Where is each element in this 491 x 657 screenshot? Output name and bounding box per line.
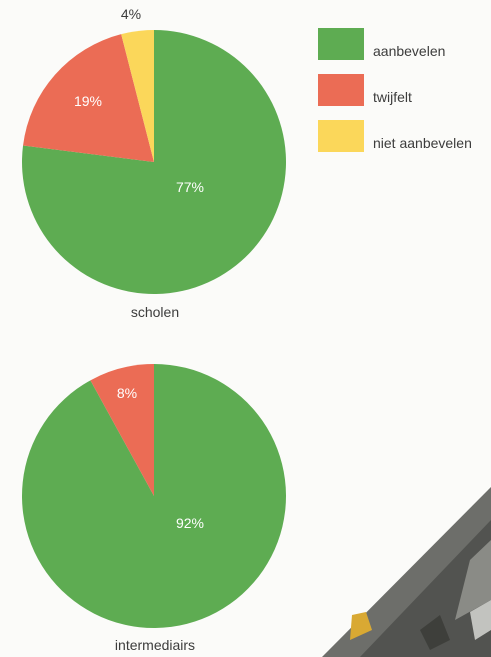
pie-slice-aanbevelen	[22, 364, 287, 628]
pie-slice-aanbevelen	[22, 30, 286, 294]
legend-swatch-red	[318, 74, 364, 106]
pie-data-label: 19%	[74, 93, 102, 109]
pie-data-label: 77%	[176, 179, 204, 195]
pie-chart-intermediairs: 92% 8%	[22, 364, 287, 628]
legend-swatch-yellow	[318, 120, 364, 152]
chart-title-intermediairs: intermediairs	[114, 637, 196, 653]
photo-corner-image	[322, 487, 491, 657]
pie-slice-twijfelt	[23, 34, 154, 163]
pie-slice-twijfelt	[90, 364, 154, 496]
pie-chart-scholen: 77% 19% 4%	[22, 6, 286, 294]
legend-label: aanbevelen	[373, 43, 446, 59]
legend-swatch-green	[318, 28, 364, 60]
pie-data-label: 4%	[121, 6, 141, 22]
legend-label: niet aanbevelen	[373, 135, 472, 151]
pie-slice-niet-aanbevelen	[121, 30, 154, 162]
pie-data-label: 8%	[117, 385, 137, 401]
legend-label: twijfelt	[373, 89, 412, 105]
pie-data-label: 92%	[176, 515, 204, 531]
chart-title-scholen: scholen	[130, 304, 180, 320]
